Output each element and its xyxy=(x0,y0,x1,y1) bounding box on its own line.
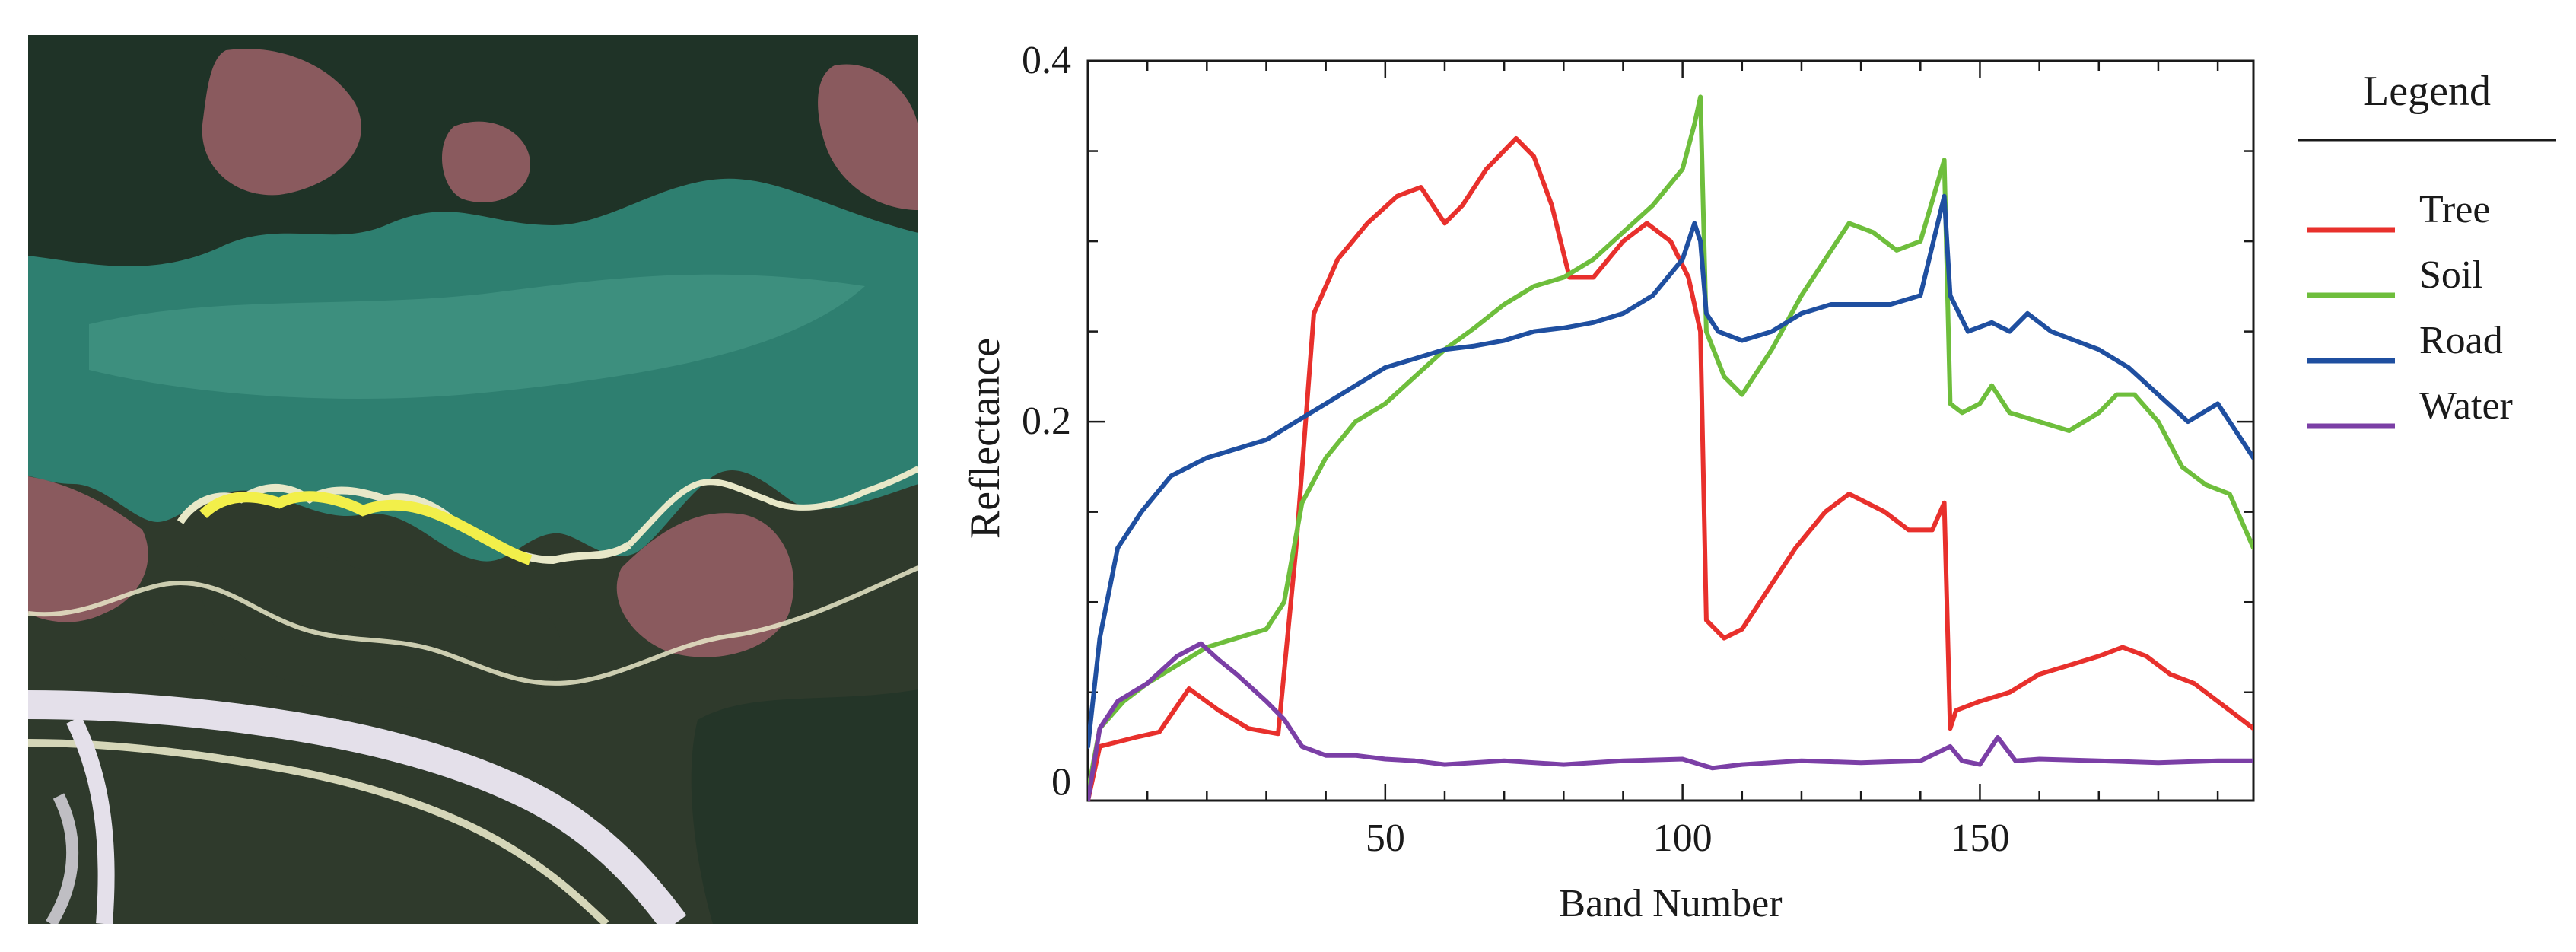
series-line-water xyxy=(1088,641,2253,801)
legend-title: Legend xyxy=(2363,68,2491,115)
scene-road-branch xyxy=(46,793,79,924)
legend-label-soil: Soil xyxy=(2419,253,2483,297)
plot-frame xyxy=(1086,59,2255,802)
scene-path xyxy=(28,565,918,686)
y-tick-label: 0 xyxy=(1051,760,1071,804)
legend-label-road: Road xyxy=(2419,319,2503,362)
scene-shrubs xyxy=(196,547,561,712)
scene-forest-bottom xyxy=(691,689,918,924)
satellite-image xyxy=(28,35,918,924)
y-tick-label: 0.4 xyxy=(1022,39,1071,82)
scene-road xyxy=(28,690,687,924)
legend-label-water: Water xyxy=(2419,384,2513,428)
series-line-soil xyxy=(1088,94,2253,794)
scene-soil-patch xyxy=(202,49,361,196)
y-tick-label: 0.2 xyxy=(1022,400,1071,443)
scene-soil-patch xyxy=(616,513,794,657)
scene-yellow-shore xyxy=(199,491,533,565)
scene-soil-patch xyxy=(28,476,148,622)
x-tick-label: 100 xyxy=(1653,817,1713,860)
y-axis-label: Reflectance xyxy=(962,338,1009,539)
scene-road-branch xyxy=(66,716,115,924)
x-tick-label: 50 xyxy=(1366,817,1405,860)
x-axis-label: Band Number xyxy=(1559,882,1782,925)
scene-shoreline xyxy=(627,466,918,547)
legend-label-tree: Tree xyxy=(2419,188,2490,231)
scene-soil-patch xyxy=(441,121,530,202)
series-line-tree xyxy=(1088,135,2253,801)
x-tick-label: 150 xyxy=(1950,817,2009,860)
scene-lake-sheen xyxy=(89,274,865,400)
legend: Legend Tree Soil Road Water xyxy=(2298,68,2556,429)
series-line-road xyxy=(1088,193,2253,749)
scene-road-edge xyxy=(28,739,609,924)
scene-soil-patch xyxy=(818,64,918,210)
